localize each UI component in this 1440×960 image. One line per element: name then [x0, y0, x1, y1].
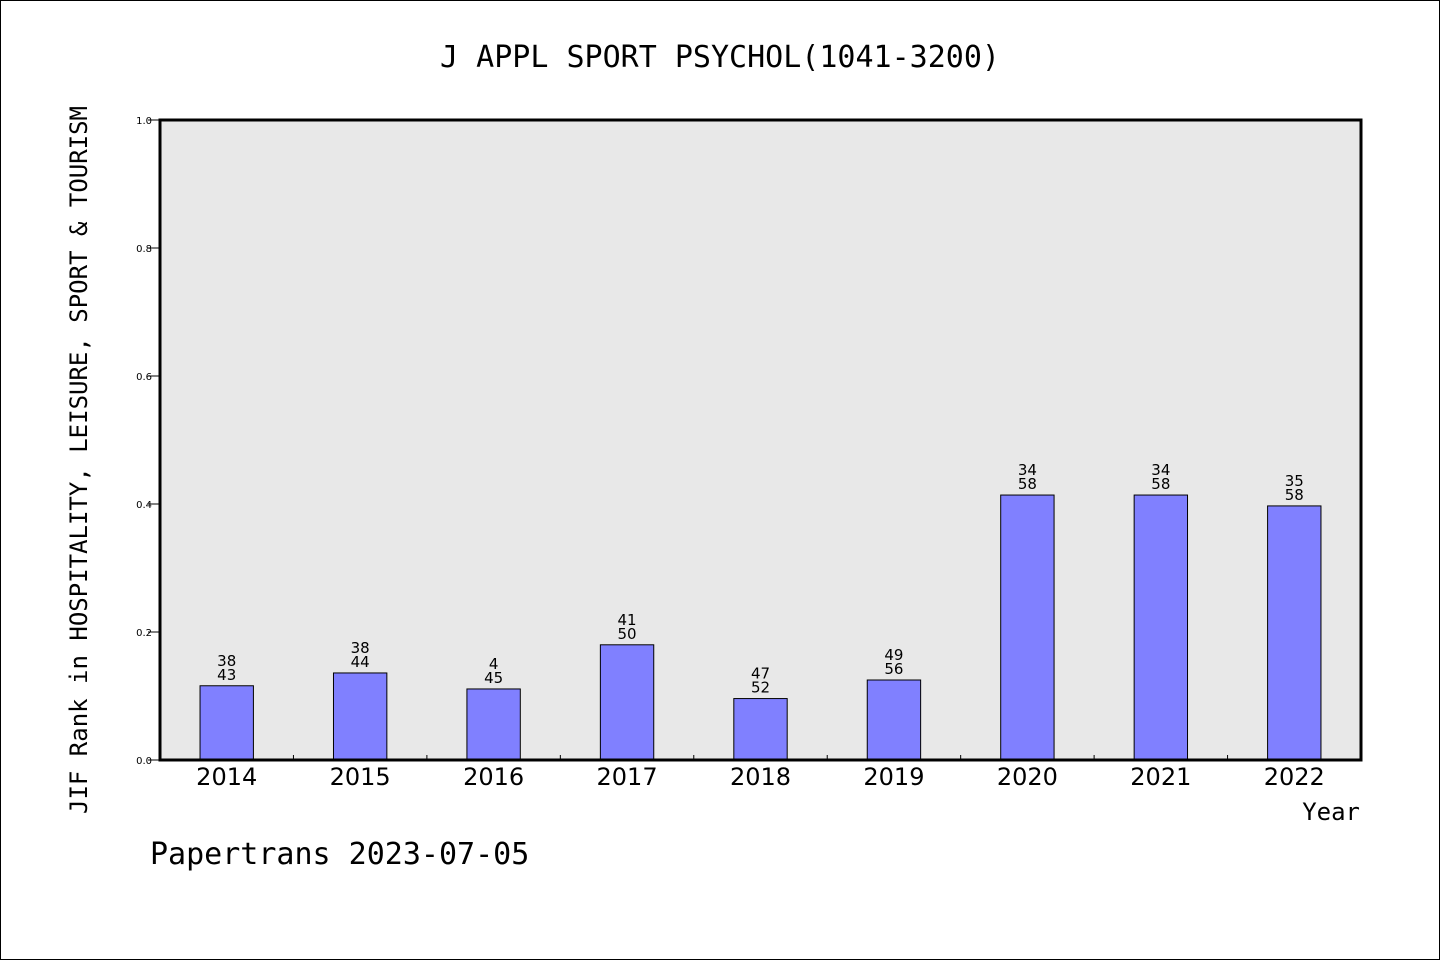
y-axis-label: JIF Rank in HOSPITALITY, LEISURE, SPORT …	[65, 106, 93, 814]
bar	[466, 688, 521, 761]
x-tick-label: 2019	[863, 763, 924, 791]
bar-data-label-top: 34	[1151, 461, 1170, 479]
chart-title: J APPL SPORT PSYCHOL(1041-3200)	[440, 40, 1000, 75]
bar-data-label-top: 49	[884, 646, 903, 664]
bar	[1000, 494, 1055, 761]
x-tick-label: 2017	[597, 763, 658, 791]
y-tick-label: 0.0	[136, 756, 152, 767]
x-tick-label: 2018	[730, 763, 791, 791]
bar	[1267, 505, 1322, 761]
y-tick-label: 0.2	[136, 628, 152, 639]
bar-data-label-bottom: 50	[618, 625, 637, 643]
bar-data-label-top: 47	[751, 665, 770, 683]
bar-data-label-top: 34	[1018, 461, 1037, 479]
y-tick-label: 0.8	[136, 244, 152, 255]
y-tick-label: 0.4	[136, 500, 152, 511]
x-tick-label: 2021	[1130, 763, 1191, 791]
y-tick-label: 0.6	[136, 372, 152, 383]
bar-data-label-bottom: 56	[884, 660, 903, 678]
bar-data-label-bottom: 45	[484, 669, 503, 687]
bar-data-label-bottom: 58	[1285, 486, 1304, 504]
x-tick-label: 2022	[1264, 763, 1325, 791]
bar	[332, 672, 388, 761]
x-tick-label: 2016	[463, 763, 524, 791]
bar-data-label-top: 4	[489, 655, 499, 673]
x-axis-label: Year	[1302, 798, 1360, 826]
x-tick-label: 2015	[330, 763, 391, 791]
bar-data-label-bottom: 58	[1018, 475, 1037, 493]
x-tick-label: 2014	[196, 763, 257, 791]
bar-data-label-top: 41	[618, 611, 637, 629]
bar-data-label-bottom: 43	[217, 666, 236, 684]
plot-border	[158, 118, 1363, 762]
bar-data-label-bottom: 44	[351, 653, 370, 671]
x-tick-label: 2020	[997, 763, 1058, 791]
bar-data-label-top: 38	[351, 639, 370, 657]
y-tick-label: 1.0	[136, 116, 152, 127]
footer-credit: Papertrans 2023-07-05	[150, 837, 529, 872]
bar-data-label-top: 38	[217, 652, 236, 670]
plot-area: 0.00.20.40.60.81.03843201438442015445201…	[136, 116, 1363, 791]
bar-data-label-bottom: 58	[1151, 475, 1170, 493]
bar	[599, 644, 655, 761]
bar	[866, 679, 922, 761]
bar	[1133, 494, 1189, 761]
bar	[199, 685, 254, 761]
bar	[733, 698, 788, 761]
bar-data-label-bottom: 52	[751, 679, 770, 697]
bar-data-label-top: 35	[1285, 472, 1304, 490]
